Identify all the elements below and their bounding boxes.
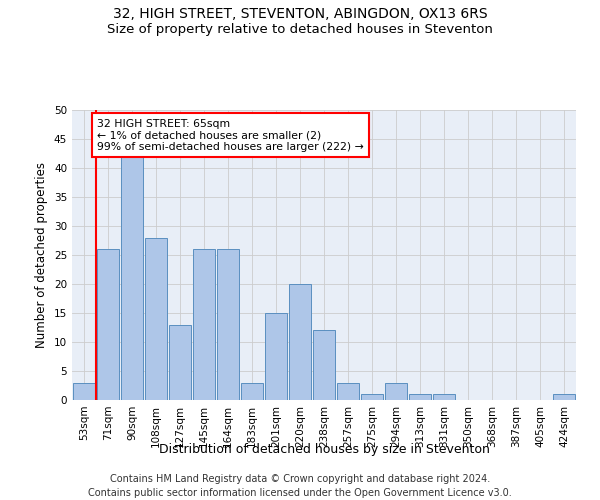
Bar (193, 249, 215, 400)
Y-axis label: Number of detached properties: Number of detached properties (35, 162, 49, 348)
Bar (169, 324, 191, 400)
Bar (145, 238, 167, 400)
Bar (409, 394, 431, 400)
Bar (337, 382, 359, 400)
Bar (385, 382, 407, 400)
Bar (265, 313, 287, 400)
Bar (361, 394, 383, 400)
Text: 32 HIGH STREET: 65sqm
← 1% of detached houses are smaller (2)
99% of semi-detach: 32 HIGH STREET: 65sqm ← 1% of detached h… (97, 118, 364, 152)
Bar (553, 394, 575, 400)
Bar (73, 382, 95, 400)
Text: 32, HIGH STREET, STEVENTON, ABINGDON, OX13 6RS: 32, HIGH STREET, STEVENTON, ABINGDON, OX… (113, 8, 487, 22)
Bar (97, 249, 119, 400)
Text: Distribution of detached houses by size in Steventon: Distribution of detached houses by size … (158, 442, 490, 456)
Bar (241, 382, 263, 400)
Bar (313, 330, 335, 400)
Text: Size of property relative to detached houses in Steventon: Size of property relative to detached ho… (107, 22, 493, 36)
Bar (433, 394, 455, 400)
Text: Contains HM Land Registry data © Crown copyright and database right 2024.
Contai: Contains HM Land Registry data © Crown c… (88, 474, 512, 498)
Bar (289, 284, 311, 400)
Bar (217, 249, 239, 400)
Bar (121, 156, 143, 400)
